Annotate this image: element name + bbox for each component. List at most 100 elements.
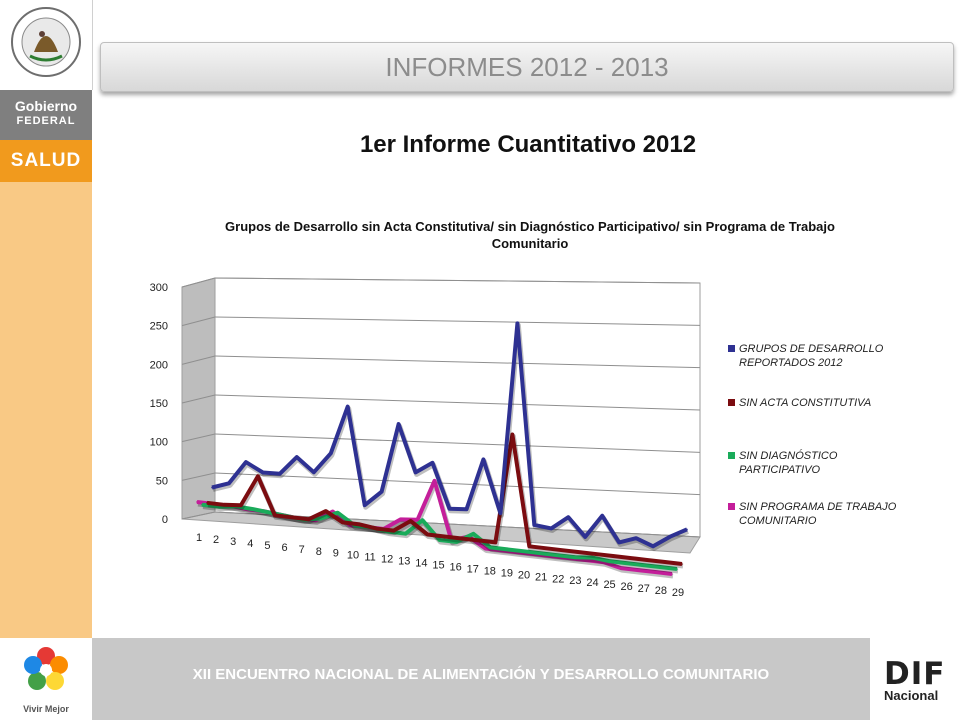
dif-nacional-label: Nacional [884, 688, 939, 703]
y-tick-label: 0 [162, 514, 168, 526]
gridline-side [181, 472, 216, 481]
x-tick-label: 16 [449, 561, 461, 573]
gridline-side [181, 316, 216, 327]
data-point [392, 529, 395, 532]
data-point [489, 546, 492, 549]
data-point [557, 554, 560, 557]
chart-title: Grupos de Desarrollo sin Acta Constituti… [225, 219, 835, 251]
x-tick-label: 28 [655, 585, 667, 597]
x-tick-label: 17 [467, 563, 479, 575]
gobierno-federal-logo: Gobierno FEDERAL [0, 90, 92, 140]
data-point [448, 508, 451, 510]
x-tick-label: 22 [552, 573, 564, 585]
legend-swatch [728, 399, 735, 406]
data-point [550, 527, 553, 530]
footer-band [92, 638, 870, 720]
x-tick-label: 10 [347, 550, 359, 562]
data-point [669, 535, 671, 538]
data-point [358, 523, 361, 526]
data-point [196, 501, 198, 503]
data-point [380, 490, 383, 493]
data-point [455, 541, 458, 543]
mexico-seal-area [0, 0, 93, 90]
salud-label: SALUD [0, 140, 92, 182]
x-tick-label: 18 [484, 565, 496, 577]
data-point [262, 471, 264, 474]
page-title: 1er Informe Cuantitativo 2012 [359, 131, 697, 158]
vivir-mejor-logo [0, 638, 92, 720]
mexico-seal-icon [11, 7, 81, 77]
data-point [252, 508, 254, 510]
data-point [472, 533, 475, 535]
data-point [431, 462, 434, 464]
data-point [307, 518, 310, 521]
data-point [671, 573, 673, 575]
data-point [433, 479, 436, 482]
data-point [240, 504, 242, 506]
data-point [506, 548, 509, 551]
x-tick-label: 24 [586, 577, 598, 589]
data-point [618, 541, 620, 544]
data-point [341, 521, 344, 524]
data-point [591, 556, 593, 559]
data-point [540, 552, 543, 555]
data-point [652, 545, 654, 548]
data-point [477, 539, 480, 542]
chart-legend: GRUPOS DE DESARROLLO REPORTADOS 2012 SIN A… [728, 343, 897, 527]
y-axis: 0 50 100 150 200 250 300 [150, 282, 168, 526]
footer-text: XII ENCUENTRO NACIONAL DE ALIMENTACIÓN Y… [192, 666, 770, 683]
gridline-side [181, 433, 216, 443]
x-tick-label: 9 [333, 548, 339, 560]
data-point [279, 472, 281, 475]
data-point [414, 471, 417, 474]
data-point [324, 510, 327, 512]
data-point [637, 569, 639, 571]
data-point [681, 563, 683, 565]
x-axis: 1 2 3 4 5 6 7 8 9 10 11 12 13 14 15 16 17 18 19 20 21 22 23 24 2… [196, 532, 684, 599]
chart-series [196, 321, 689, 579]
x-tick-label: 13 [398, 556, 410, 568]
data-point [206, 502, 208, 504]
x-tick-label: 23 [569, 575, 581, 587]
data-point [613, 555, 615, 557]
data-point [630, 557, 632, 559]
x-tick-label: 12 [381, 554, 393, 566]
y-tick-label: 50 [156, 475, 168, 487]
data-point [465, 508, 468, 511]
data-point [211, 486, 213, 489]
y-tick-label: 250 [150, 321, 168, 333]
data-point [443, 535, 446, 538]
data-point [460, 537, 463, 540]
data-point [336, 511, 339, 514]
data-point [567, 516, 570, 518]
data-point [584, 536, 587, 538]
data-point [319, 517, 322, 520]
data-point [399, 518, 402, 521]
data-point [482, 458, 485, 461]
data-point [562, 549, 565, 552]
gobierno-line-2: FEDERAL [16, 115, 76, 127]
data-point [654, 571, 656, 573]
data-point [438, 539, 441, 541]
data-point [274, 514, 276, 517]
x-tick-label: 20 [518, 569, 530, 581]
x-tick-label: 19 [501, 567, 513, 579]
x-tick-label: 29 [672, 587, 684, 599]
vivir-mejor-flower-icon [24, 647, 68, 690]
y-tick-label: 200 [150, 359, 168, 371]
data-point [664, 561, 666, 563]
data-point [579, 551, 582, 554]
data-point [426, 533, 429, 536]
gridline-side [181, 355, 216, 365]
x-tick-label: 14 [415, 558, 427, 570]
y-tick-label: 300 [150, 282, 168, 294]
x-tick-label: 7 [299, 544, 305, 556]
dif-logo: DIF [884, 656, 946, 692]
x-tick-label: 3 [230, 536, 236, 548]
header-title: INFORMES 2012 - 2013 [385, 52, 669, 82]
legend-swatch [728, 452, 735, 459]
gobierno-line-1: Gobierno [14, 98, 78, 114]
data-point [331, 510, 334, 513]
gridline-side [181, 511, 216, 520]
